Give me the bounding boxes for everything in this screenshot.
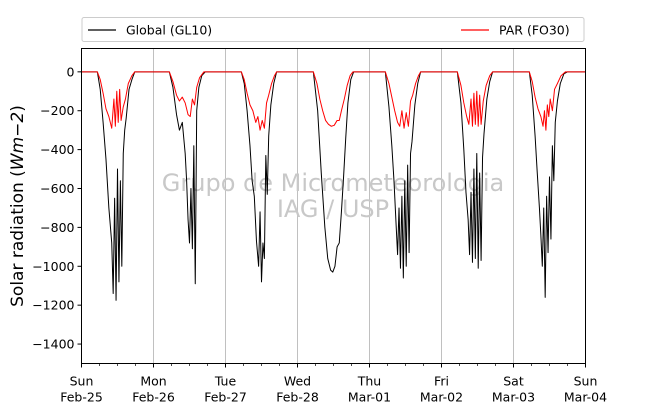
legend-frame: [81, 17, 585, 42]
watermark-line-1: Grupo de Micrometeorologia: [162, 169, 504, 197]
y-tick-label: −200: [40, 103, 74, 118]
legend: Global (GL10) PAR (FO30): [81, 17, 585, 42]
x-tick-label-day: Sun: [70, 374, 94, 389]
y-tick-label: −1000: [32, 259, 74, 274]
watermark-line-2: IAG / USP: [277, 195, 389, 223]
x-tick-label-day: Mon: [140, 374, 166, 389]
x-tick-label-day: Sun: [574, 374, 598, 389]
y-tick-label: −800: [40, 220, 74, 235]
y-axis-label-unit: Wm: [8, 137, 28, 170]
x-tick-label-date: Feb-25: [60, 390, 103, 405]
x-tick-label-day: Wed: [284, 374, 311, 389]
x-tick-label-date: Mar-04: [564, 390, 607, 405]
x-gridlines: [153, 48, 514, 364]
x-tick-label-date: Mar-01: [348, 390, 391, 405]
y-axis-label-prefix: Solar radiation (: [8, 170, 28, 307]
series-line-global: [81, 71, 586, 301]
x-tick-label-day: Tue: [214, 374, 237, 389]
x-tick-label-date: Mar-03: [492, 390, 535, 405]
x-tick-label-date: Mar-02: [420, 390, 463, 405]
series-line-par: [81, 71, 586, 131]
y-tick-label: −400: [40, 142, 74, 157]
x-tick-label-date: Feb-26: [132, 390, 175, 405]
x-tick-label-date: Feb-27: [204, 390, 247, 405]
y-tick-label: −1200: [32, 298, 74, 313]
x-axis: SunFeb-25MonFeb-26TueFeb-27WedFeb-28ThuM…: [60, 363, 607, 405]
y-axis-label-suffix: ): [8, 105, 28, 112]
x-tick-label-day: Sat: [503, 374, 524, 389]
x-tick-label-day: Fri: [434, 374, 449, 389]
x-tick-label-day: Thu: [357, 374, 381, 389]
plot-background: [81, 48, 586, 364]
y-tick-label: −1400: [32, 337, 74, 352]
y-axis-label-exponent: −2: [8, 112, 28, 137]
legend-label-global: Global (GL10): [126, 23, 212, 38]
legend-label-par: PAR (FO30): [499, 23, 570, 38]
x-tick-label-date: Feb-28: [276, 390, 319, 405]
y-axis: 0 −200 −400 −600 −800 −1000 −1200 −1400: [32, 64, 82, 352]
y-axis-label: Solar radiation (Wm−2): [8, 105, 28, 307]
y-tick-label: 0: [67, 64, 75, 79]
y-tick-label: −600: [40, 181, 74, 196]
series-lines: [81, 71, 586, 301]
